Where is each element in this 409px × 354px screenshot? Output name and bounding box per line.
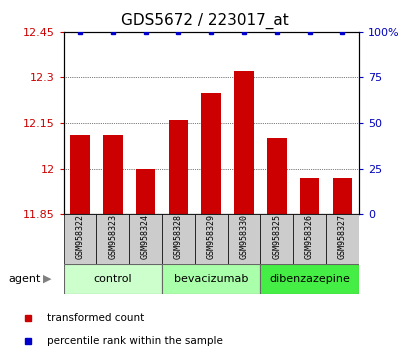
- Bar: [260, 214, 292, 264]
- Bar: [162, 264, 260, 294]
- Bar: [168, 120, 188, 214]
- Text: GSM958323: GSM958323: [108, 214, 117, 259]
- Bar: [234, 72, 253, 214]
- Bar: [325, 214, 358, 264]
- Text: agent: agent: [8, 274, 40, 284]
- Bar: [266, 138, 286, 214]
- Bar: [63, 214, 96, 264]
- Text: GDS5672 / 223017_at: GDS5672 / 223017_at: [121, 12, 288, 29]
- Text: dibenzazepine: dibenzazepine: [268, 274, 349, 284]
- Text: percentile rank within the sample: percentile rank within the sample: [47, 336, 222, 346]
- Bar: [70, 135, 90, 214]
- Text: GSM958328: GSM958328: [173, 214, 182, 259]
- Bar: [103, 135, 122, 214]
- Text: GSM958329: GSM958329: [206, 214, 215, 259]
- Text: transformed count: transformed count: [47, 313, 144, 323]
- Bar: [227, 214, 260, 264]
- Text: GSM958330: GSM958330: [239, 214, 248, 259]
- Text: control: control: [93, 274, 132, 284]
- Text: GSM958327: GSM958327: [337, 214, 346, 259]
- Bar: [292, 214, 325, 264]
- Text: ▶: ▶: [43, 274, 51, 284]
- Bar: [332, 178, 351, 214]
- Text: bevacizumab: bevacizumab: [173, 274, 248, 284]
- Text: GSM958324: GSM958324: [141, 214, 150, 259]
- Bar: [194, 214, 227, 264]
- Bar: [129, 214, 162, 264]
- Bar: [96, 214, 129, 264]
- Text: GSM958322: GSM958322: [75, 214, 84, 259]
- Bar: [63, 264, 162, 294]
- Bar: [260, 264, 358, 294]
- Bar: [299, 178, 319, 214]
- Bar: [162, 214, 194, 264]
- Bar: [201, 93, 220, 214]
- Text: GSM958325: GSM958325: [272, 214, 281, 259]
- Bar: [135, 169, 155, 214]
- Text: GSM958326: GSM958326: [304, 214, 313, 259]
